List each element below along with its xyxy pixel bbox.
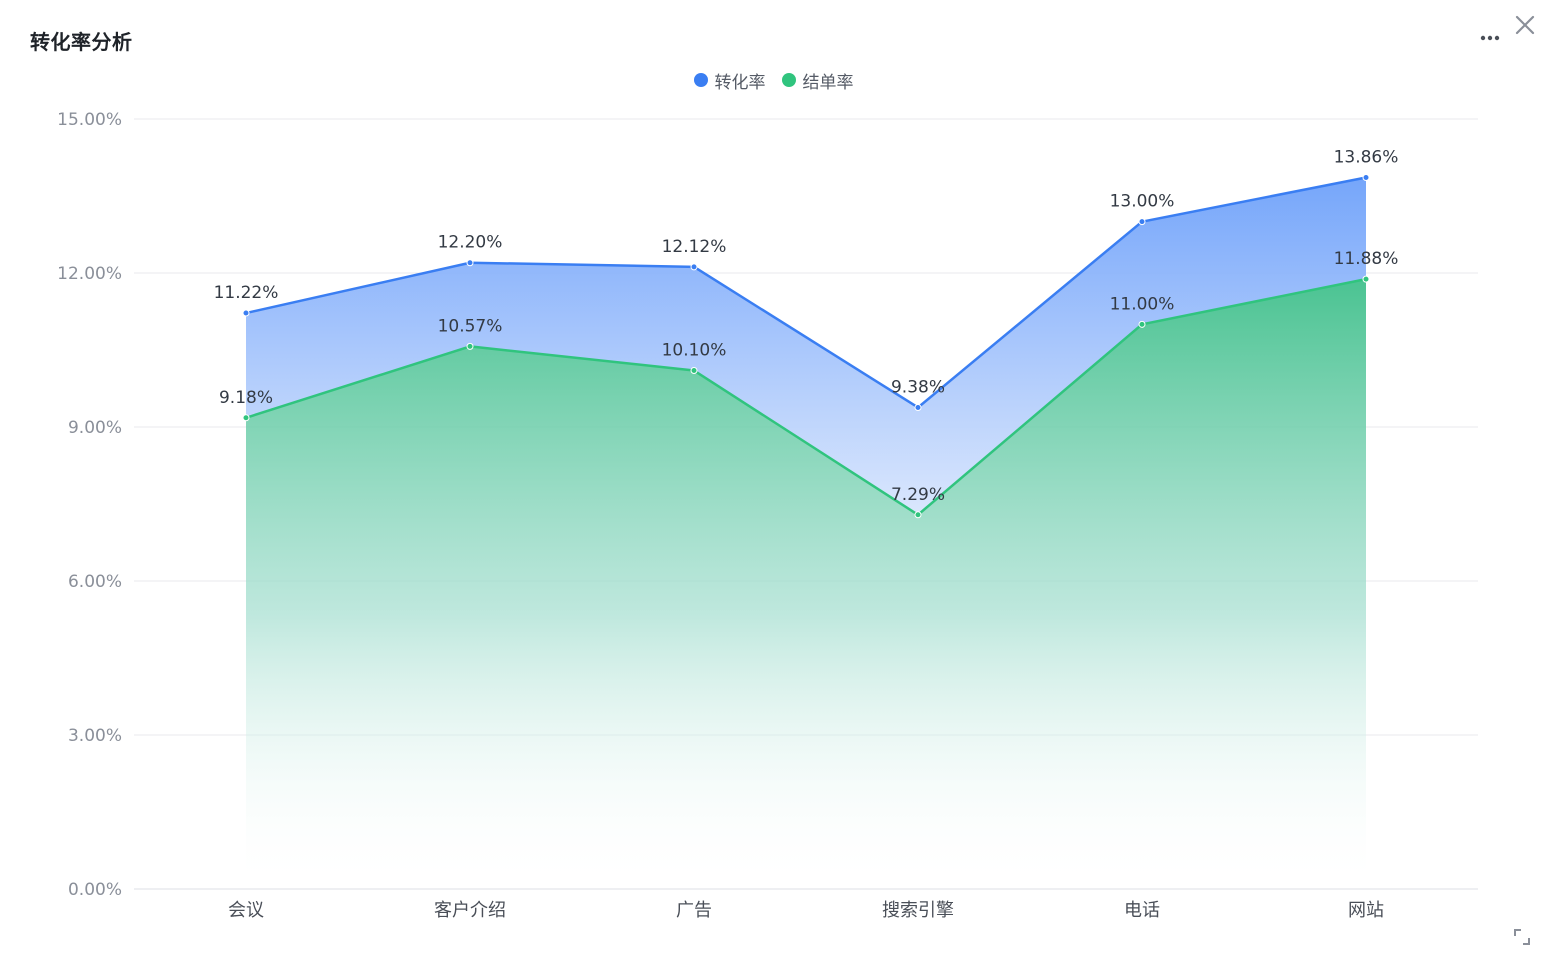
axis-layer: 0.00% 3.00% 6.00% 9.00% 12.00% 15.00% 会议 客户介绍 广告… xyxy=(57,110,1384,921)
y-tick-label: 15.00% xyxy=(57,110,122,130)
point-series-1 xyxy=(690,263,698,271)
y-tick-label: 12.00% xyxy=(57,264,122,284)
point-series-1 xyxy=(914,403,922,411)
x-tick-label: 搜索引擎 xyxy=(882,900,954,921)
data-label-series-1: 12.12% xyxy=(662,237,727,257)
chart-legend: 转化率 结单率 xyxy=(0,66,1541,94)
data-label-series-2: 9.18% xyxy=(219,388,273,408)
data-label-series-1: 9.38% xyxy=(891,377,945,397)
y-tick-label: 9.00% xyxy=(68,418,122,438)
area-layer xyxy=(246,177,1366,889)
x-tick-label: 广告 xyxy=(676,900,712,921)
point-series-1 xyxy=(1138,218,1146,226)
point-series-2 xyxy=(1362,275,1370,283)
panel-title: 转化率分析 xyxy=(30,30,133,54)
legend-swatch-series-2 xyxy=(781,73,796,87)
data-label-series-2: 11.00% xyxy=(1110,294,1175,314)
point-series-1 xyxy=(466,259,474,267)
data-label-series-1: 12.20% xyxy=(438,233,503,253)
x-tick-label: 客户介绍 xyxy=(434,900,506,921)
data-label-series-1: 13.00% xyxy=(1110,192,1175,212)
data-label-series-2: 10.10% xyxy=(662,341,727,361)
legend-label-series-2: 结单率 xyxy=(802,72,854,93)
legend-item-series-2[interactable]: 结单率 xyxy=(781,68,854,93)
point-series-1 xyxy=(1362,174,1370,182)
expand-icon[interactable] xyxy=(1512,927,1532,947)
label-layer: 11.22% 12.20% 12.12% 9.38% 13.00% 13.86% 9.18%… xyxy=(214,148,1399,505)
point-series-2 xyxy=(1138,320,1146,328)
x-tick-label: 网站 xyxy=(1348,900,1384,921)
point-series-2 xyxy=(466,342,474,350)
point-series-2 xyxy=(242,414,250,422)
area-series-1 xyxy=(246,177,1366,515)
point-series-2 xyxy=(914,511,922,519)
x-tick-label: 会议 xyxy=(228,900,264,921)
legend-swatch-series-1 xyxy=(693,73,708,87)
point-series-1 xyxy=(242,309,250,317)
data-label-series-2: 11.88% xyxy=(1334,249,1399,269)
line-series-1 xyxy=(245,176,1367,409)
data-label-series-2: 10.57% xyxy=(438,316,503,336)
point-layer xyxy=(242,174,1370,519)
line-series-2 xyxy=(245,277,1367,517)
close-icon[interactable] xyxy=(1512,12,1538,38)
data-label-series-1: 11.22% xyxy=(214,283,279,303)
x-tick-label: 电话 xyxy=(1124,900,1160,921)
point-series-2 xyxy=(690,367,698,375)
y-tick-label: 6.00% xyxy=(68,572,122,592)
y-tick-label: 0.00% xyxy=(68,880,122,900)
line-layer xyxy=(245,176,1367,517)
data-label-series-1: 13.86% xyxy=(1334,148,1399,168)
legend-item-series-1[interactable]: 转化率 xyxy=(693,68,766,93)
legend-label-series-1: 转化率 xyxy=(714,72,766,93)
y-tick-label: 3.00% xyxy=(68,726,122,746)
data-label-series-2: 7.29% xyxy=(891,485,945,505)
area-series-2 xyxy=(246,279,1366,889)
more-dots-icon[interactable] xyxy=(1477,26,1503,46)
